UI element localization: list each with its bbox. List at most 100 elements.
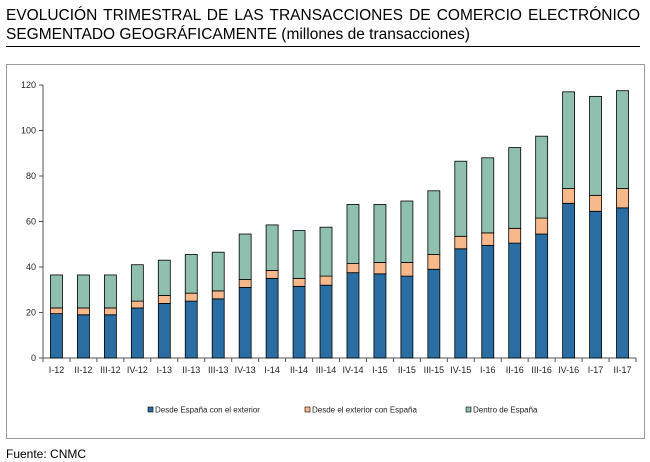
y-tick-label: 100 xyxy=(21,126,36,136)
bar-segment-2 xyxy=(427,254,441,270)
bar-segment-3 xyxy=(400,200,414,263)
bar-segment-2 xyxy=(184,292,198,302)
chart-frame xyxy=(6,64,645,439)
bar-segment-3 xyxy=(535,135,549,219)
bar-segment-1 xyxy=(292,285,306,359)
bar-segment-1 xyxy=(562,202,576,359)
y-tick-label: 80 xyxy=(26,171,36,181)
legend-swatch xyxy=(147,406,154,413)
bar-segment-3 xyxy=(508,147,522,229)
bar-segment-1 xyxy=(157,302,171,359)
x-tick-label: II-17 xyxy=(614,365,632,375)
chart-title: EVOLUCIÓN TRIMESTRAL DE LAS TRANSACCIONE… xyxy=(6,6,640,44)
bar-segment-3 xyxy=(265,224,279,271)
bar-segment-1 xyxy=(454,248,468,359)
x-tick-label: IV-13 xyxy=(235,365,256,375)
x-tick-label: II-13 xyxy=(182,365,200,375)
legend-swatch xyxy=(304,406,311,413)
bar-segment-2 xyxy=(50,307,63,315)
y-tick-label: 40 xyxy=(26,262,36,272)
bar-segment-2 xyxy=(103,307,117,316)
bar-segment-2 xyxy=(373,262,387,275)
x-tick-label: III-16 xyxy=(531,365,552,375)
legend-label: Desde España con el exterior xyxy=(155,406,260,415)
bar-segment-2 xyxy=(481,232,495,246)
bar-segment-2 xyxy=(211,290,225,300)
bar-segment-3 xyxy=(130,264,144,302)
title-divider xyxy=(6,46,640,47)
bar-segment-1 xyxy=(50,313,63,359)
source-note: Fuente: CNMC xyxy=(6,447,87,461)
bar-segment-2 xyxy=(589,194,602,212)
legend-swatch xyxy=(465,406,472,413)
bar-segment-3 xyxy=(77,274,90,309)
x-tick-label: III-13 xyxy=(208,365,229,375)
y-tick-label: 0 xyxy=(31,353,36,363)
stacked-bar-chart: 0 20 40 60 80 100 120 I-12 II-12 III-12 IV-12 I-13 I… xyxy=(21,80,637,415)
x-tick-label: IV-12 xyxy=(127,365,148,375)
x-tick-label: I-17 xyxy=(588,365,604,375)
bar-segment-1 xyxy=(535,233,549,359)
bar-segment-2 xyxy=(535,217,549,235)
bar-segment-3 xyxy=(238,233,252,280)
bar-segment-1 xyxy=(508,242,522,359)
bar-segment-1 xyxy=(77,314,90,359)
bar-segment-1 xyxy=(238,287,252,359)
bar-segment-3 xyxy=(589,95,602,196)
chart-title-line-2: SEGMENTADO GEOGRÁFICAMENTE (millones de … xyxy=(6,26,470,43)
bar-segment-2 xyxy=(508,227,522,244)
bar-segment-3 xyxy=(103,274,117,309)
bar-segment-1 xyxy=(373,273,387,359)
x-tick-label: IV-16 xyxy=(558,365,579,375)
bar-segment-3 xyxy=(562,91,576,189)
x-tick-label: IV-14 xyxy=(342,365,363,375)
x-tick-label: I-15 xyxy=(372,365,388,375)
bar-segment-2 xyxy=(157,295,171,304)
bar-segment-2 xyxy=(616,188,629,209)
x-tick-label: I-13 xyxy=(157,365,173,375)
bar-segment-3 xyxy=(481,157,495,234)
bar-segment-2 xyxy=(77,307,90,316)
bar-segment-3 xyxy=(427,190,441,255)
bar-segment-2 xyxy=(454,235,468,250)
bar-segment-2 xyxy=(562,188,576,204)
bar-segment-2 xyxy=(400,262,414,277)
bar-segment-1 xyxy=(319,284,333,359)
bar-segment-1 xyxy=(346,272,360,359)
legend-label: Desde el exterior con España xyxy=(312,406,418,415)
y-tick-label: 60 xyxy=(26,217,36,227)
x-tick-label: III-14 xyxy=(316,365,337,375)
bar-segment-2 xyxy=(319,275,333,286)
bar-segment-1 xyxy=(589,210,602,359)
bar-segment-3 xyxy=(157,259,171,296)
x-tick-label: III-15 xyxy=(424,365,445,375)
bar-segment-1 xyxy=(400,275,414,359)
bar-segment-2 xyxy=(346,263,360,274)
bar-segment-3 xyxy=(50,274,63,309)
bar-segment-1 xyxy=(481,244,495,359)
x-tick-label: IV-15 xyxy=(450,365,471,375)
x-tick-label: II-15 xyxy=(398,365,416,375)
x-tick-label: II-16 xyxy=(506,365,524,375)
bar-segment-2 xyxy=(292,277,306,287)
bar-segment-3 xyxy=(211,251,225,292)
chart-title-line-1: EVOLUCIÓN TRIMESTRAL DE LAS TRANSACCIONE… xyxy=(6,7,640,24)
bar-segment-3 xyxy=(616,90,629,189)
y-tick-label: 20 xyxy=(26,308,36,318)
x-tick-label: I-14 xyxy=(264,365,280,375)
bar-segment-3 xyxy=(373,204,387,263)
bar-segment-1 xyxy=(184,300,198,359)
x-tick-label: I-12 xyxy=(49,365,65,375)
bar-segment-1 xyxy=(130,307,144,359)
x-tick-label: I-16 xyxy=(480,365,496,375)
bar-segment-3 xyxy=(292,230,306,279)
y-tick-label: 120 xyxy=(21,80,36,90)
bar-segment-3 xyxy=(346,204,360,264)
legend-label: Dentro de España xyxy=(473,406,538,415)
bar-segment-1 xyxy=(616,207,629,359)
x-tick-label: II-14 xyxy=(290,365,308,375)
bar-segment-1 xyxy=(265,277,279,359)
bar-segment-1 xyxy=(103,314,117,359)
bar-segment-3 xyxy=(319,226,333,277)
x-tick-label: III-12 xyxy=(100,365,121,375)
